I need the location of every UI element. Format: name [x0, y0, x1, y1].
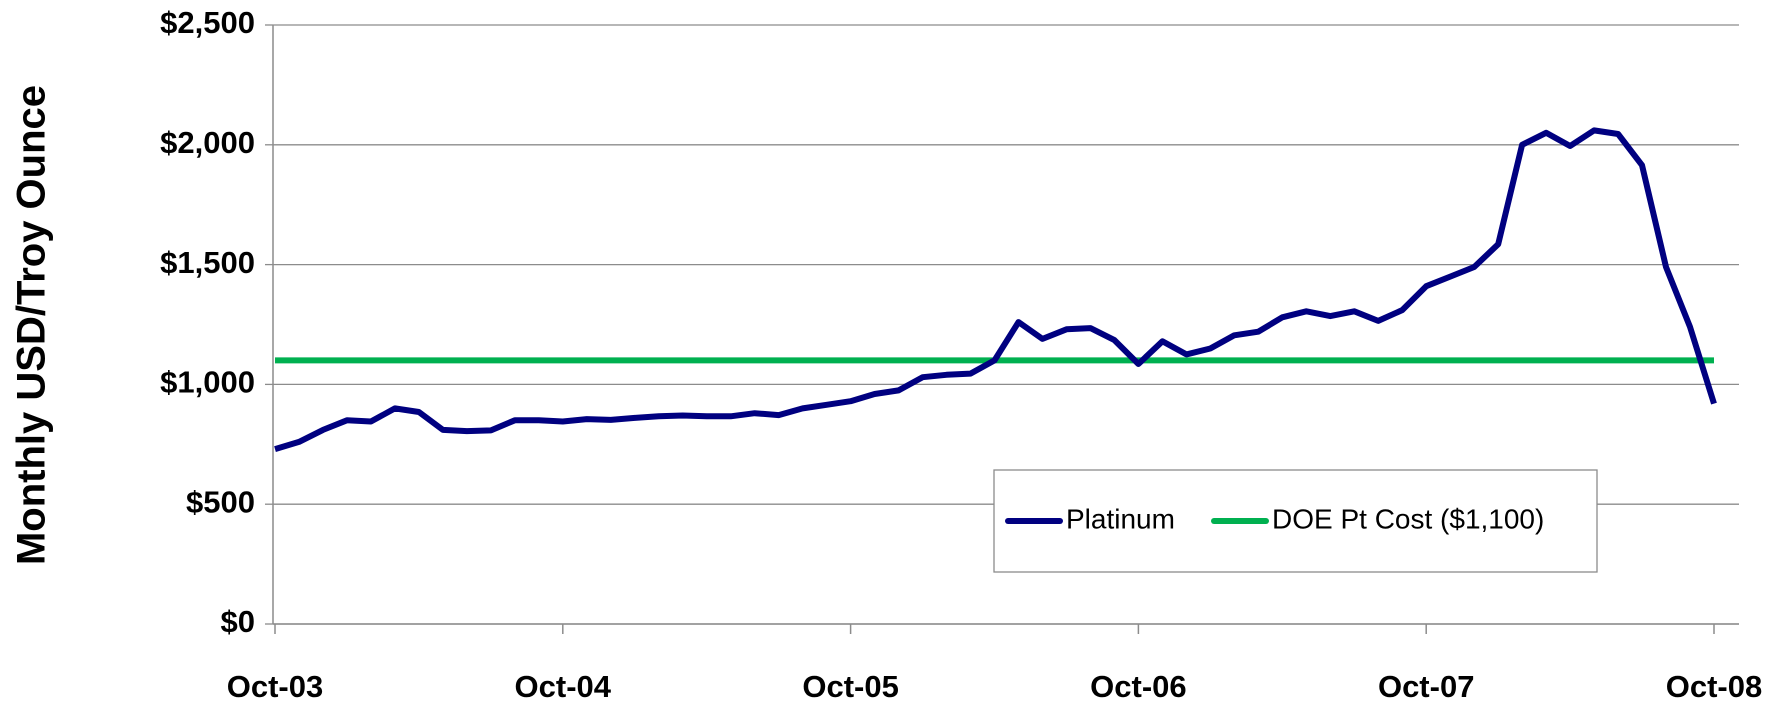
series-line	[274, 127, 1717, 452]
x-tick-label: Oct-03	[227, 669, 323, 704]
y-axis-label: Monthly USD/Troy Ounce	[10, 85, 54, 565]
y-tick-label: $2,500	[160, 5, 255, 40]
x-tick-label: Oct-07	[1378, 669, 1474, 704]
legend-box	[993, 469, 1598, 573]
x-tick-label: Oct-08	[1666, 669, 1762, 704]
x-tick-label: Oct-06	[1090, 669, 1186, 704]
legend-label: DOE Pt Cost ($1,100)	[1272, 503, 1544, 534]
x-tick-label: Oct-05	[802, 669, 898, 704]
x-tick-label: Oct-04	[515, 669, 612, 704]
y-tick-label: $500	[186, 484, 255, 519]
y-tick-label: $2,000	[160, 125, 255, 160]
y-tick-label: $1,500	[160, 245, 255, 280]
y-tick-label: $1,000	[160, 365, 255, 400]
y-tick-label: $0	[221, 604, 255, 639]
legend-label: Platinum	[1066, 503, 1175, 534]
